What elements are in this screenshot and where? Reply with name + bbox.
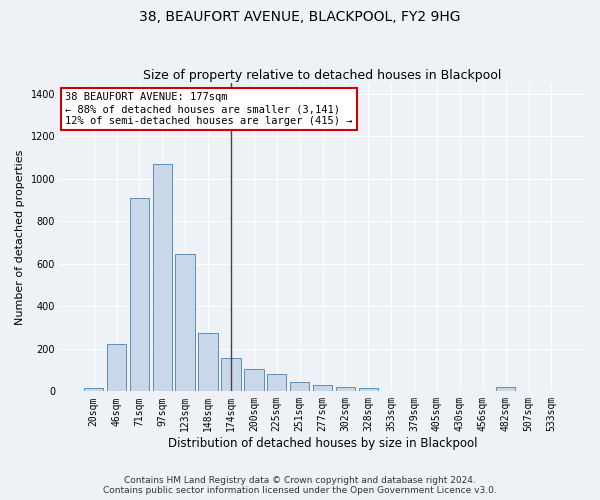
Y-axis label: Number of detached properties: Number of detached properties <box>15 150 25 325</box>
Bar <box>175 254 195 392</box>
Bar <box>221 358 241 392</box>
Bar <box>359 388 378 392</box>
Bar <box>290 382 310 392</box>
Bar <box>130 198 149 392</box>
Title: Size of property relative to detached houses in Blackpool: Size of property relative to detached ho… <box>143 69 502 82</box>
Text: 38 BEAUFORT AVENUE: 177sqm
← 88% of detached houses are smaller (3,141)
12% of s: 38 BEAUFORT AVENUE: 177sqm ← 88% of deta… <box>65 92 353 126</box>
Bar <box>84 388 103 392</box>
Text: Contains HM Land Registry data © Crown copyright and database right 2024.
Contai: Contains HM Land Registry data © Crown c… <box>103 476 497 495</box>
Bar <box>335 387 355 392</box>
Bar <box>199 333 218 392</box>
Bar <box>244 369 263 392</box>
X-axis label: Distribution of detached houses by size in Blackpool: Distribution of detached houses by size … <box>168 437 477 450</box>
Bar <box>496 387 515 392</box>
Bar <box>107 344 126 392</box>
Bar <box>267 374 286 392</box>
Bar <box>313 386 332 392</box>
Text: 38, BEAUFORT AVENUE, BLACKPOOL, FY2 9HG: 38, BEAUFORT AVENUE, BLACKPOOL, FY2 9HG <box>139 10 461 24</box>
Bar <box>152 164 172 392</box>
